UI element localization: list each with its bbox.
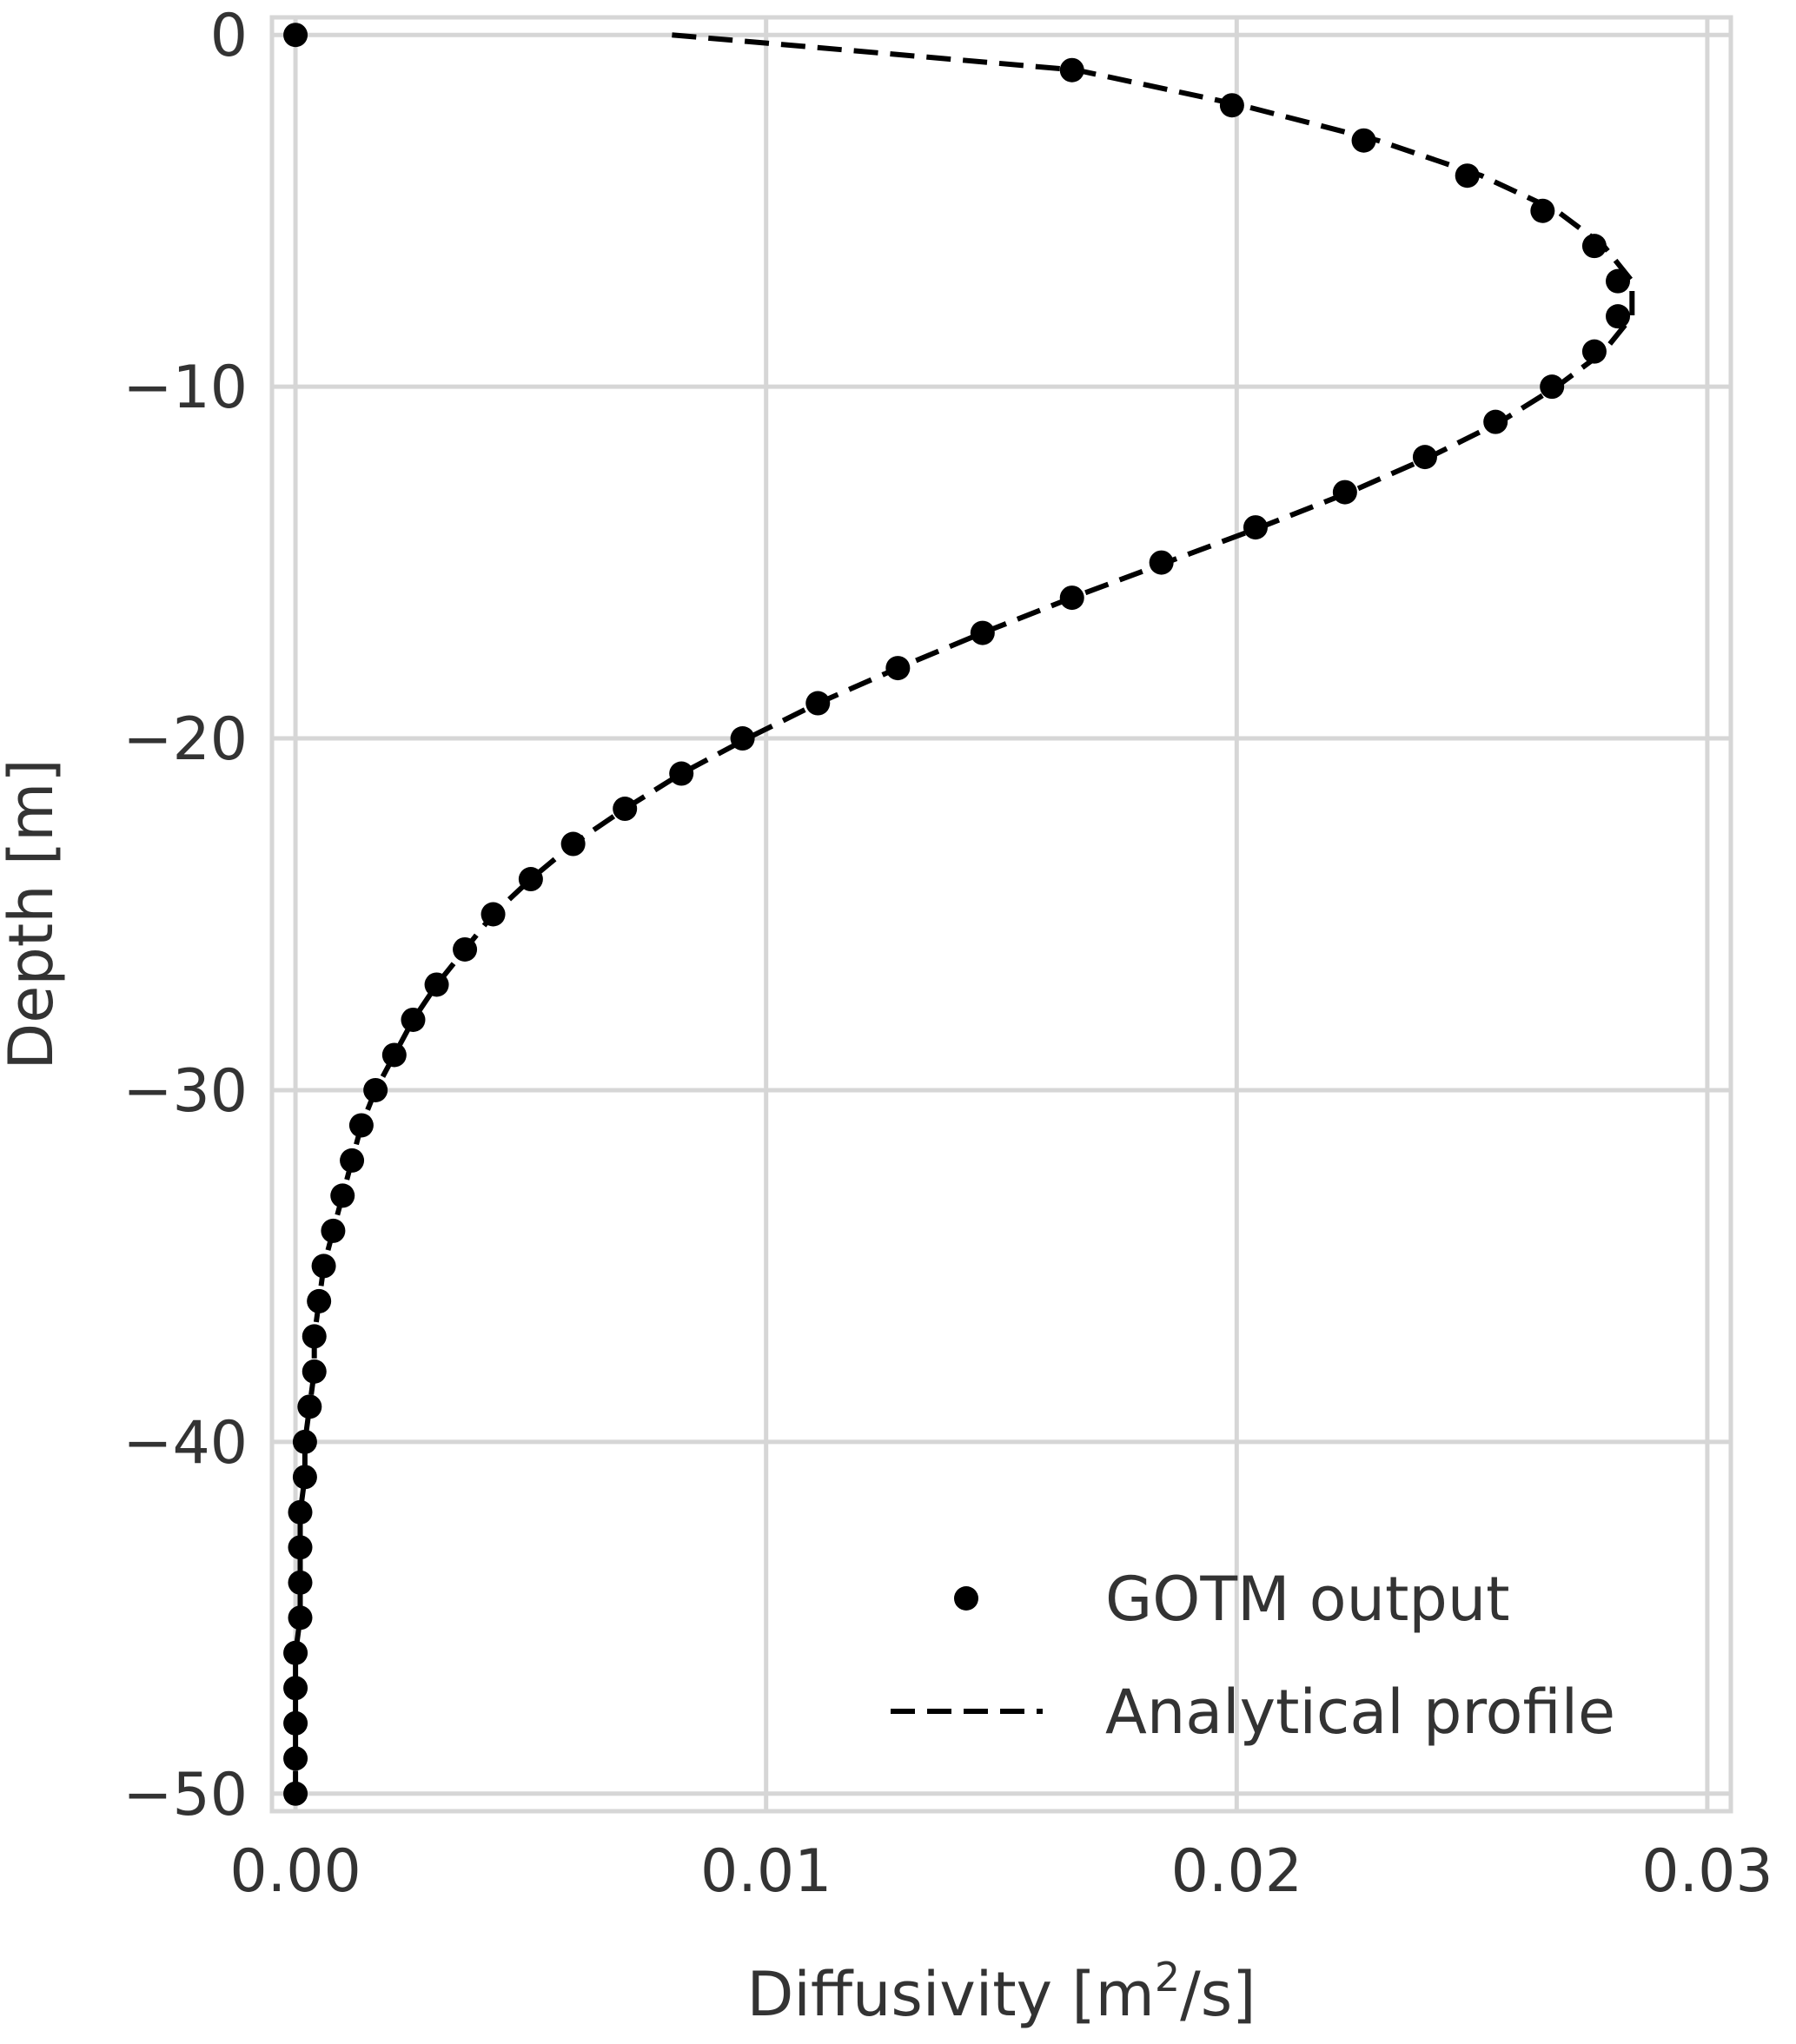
- gotm-data-point: [480, 902, 506, 927]
- x-axis-label-main: Diffusivity [m: [746, 1959, 1154, 2030]
- gotm-data-point: [669, 761, 694, 786]
- gotm-data-point: [1606, 304, 1631, 329]
- gotm-data-point: [1149, 550, 1174, 575]
- gotm-data-point: [1412, 445, 1437, 470]
- gotm-data-point: [307, 1288, 332, 1313]
- gotm-data-point: [518, 867, 543, 892]
- gotm-data-point: [1606, 268, 1631, 294]
- gotm-data-point: [1455, 163, 1480, 189]
- legend-label-gotm: GOTM output: [1105, 1564, 1510, 1635]
- legend-label-analytical: Analytical profile: [1105, 1677, 1615, 1748]
- legend-marker-gotm: [954, 1586, 978, 1611]
- y-tick-label: −40: [123, 1409, 248, 1478]
- gotm-data-point: [283, 23, 308, 48]
- gotm-data-point: [292, 1429, 317, 1454]
- y-tick-labels: 0 −10 −20 −30 −40 −50: [123, 2, 248, 1829]
- gotm-data-point: [283, 1640, 308, 1665]
- gotm-data-point: [1059, 57, 1084, 83]
- legend: GOTM output Analytical profile: [891, 1564, 1615, 1748]
- gotm-data-point: [1351, 128, 1376, 153]
- gotm-data-point: [283, 1781, 308, 1806]
- gotm-data-point: [283, 1676, 308, 1701]
- gotm-data-point: [613, 797, 638, 822]
- gotm-data-point: [348, 1113, 374, 1138]
- gotm-data-point: [330, 1183, 355, 1208]
- gotm-data-point: [1540, 374, 1565, 400]
- y-tick-label: −10: [123, 354, 248, 422]
- gotm-data-point: [1059, 585, 1084, 611]
- gotm-data-point: [283, 1710, 308, 1736]
- gotm-data-point: [424, 972, 449, 997]
- gotm-data-point: [1581, 339, 1607, 364]
- gotm-data-point: [381, 1042, 407, 1068]
- gotm-data-point: [1332, 480, 1357, 505]
- gotm-data-point: [288, 1535, 313, 1560]
- gotm-data-point: [1483, 409, 1508, 434]
- gotm-data-point: [730, 726, 755, 751]
- gotm-data-point: [311, 1254, 336, 1279]
- gotm-data-point: [970, 620, 995, 645]
- gotm-data-point: [1219, 93, 1244, 118]
- gotm-data-point: [1530, 198, 1555, 223]
- gotm-output-points: [283, 23, 1631, 1806]
- gotm-data-point: [288, 1605, 313, 1631]
- x-tick-label: 0.02: [1171, 1837, 1302, 1906]
- gotm-data-point: [283, 1746, 308, 1771]
- gotm-data-point: [805, 691, 831, 716]
- x-axis-label-tail: /s]: [1180, 1959, 1256, 2030]
- gotm-data-point: [302, 1324, 327, 1349]
- grid-lines: [272, 17, 1731, 1811]
- y-tick-label: −20: [123, 705, 248, 774]
- gotm-data-point: [292, 1465, 317, 1490]
- y-tick-label: −30: [123, 1057, 248, 1126]
- gotm-data-point: [885, 656, 911, 681]
- y-axis-label: Depth [m]: [0, 758, 67, 1069]
- gotm-data-point: [288, 1499, 313, 1525]
- gotm-data-point: [560, 831, 586, 857]
- gotm-data-point: [453, 936, 478, 962]
- y-tick-label: −50: [123, 1761, 248, 1829]
- gotm-data-point: [1581, 234, 1607, 259]
- x-tick-label: 0.01: [700, 1837, 832, 1906]
- x-axis-label-superscript: 2: [1155, 1954, 1180, 2001]
- x-tick-label: 0.03: [1641, 1837, 1773, 1906]
- plot-frame: [269, 15, 1733, 1814]
- gotm-data-point: [297, 1394, 322, 1419]
- gotm-data-point: [363, 1077, 388, 1102]
- x-tick-labels: 0.00 0.01 0.02 0.03: [229, 1837, 1773, 1906]
- x-tick-label: 0.00: [229, 1837, 361, 1906]
- gotm-data-point: [302, 1359, 327, 1384]
- gotm-data-point: [321, 1218, 346, 1243]
- gotm-data-point: [288, 1570, 313, 1595]
- gotm-data-point: [340, 1148, 365, 1173]
- gotm-data-point: [1243, 515, 1268, 540]
- x-axis-label: Diffusivity [m2/s]: [746, 1954, 1256, 2030]
- y-tick-label: 0: [210, 2, 248, 70]
- gotm-data-point: [401, 1007, 426, 1032]
